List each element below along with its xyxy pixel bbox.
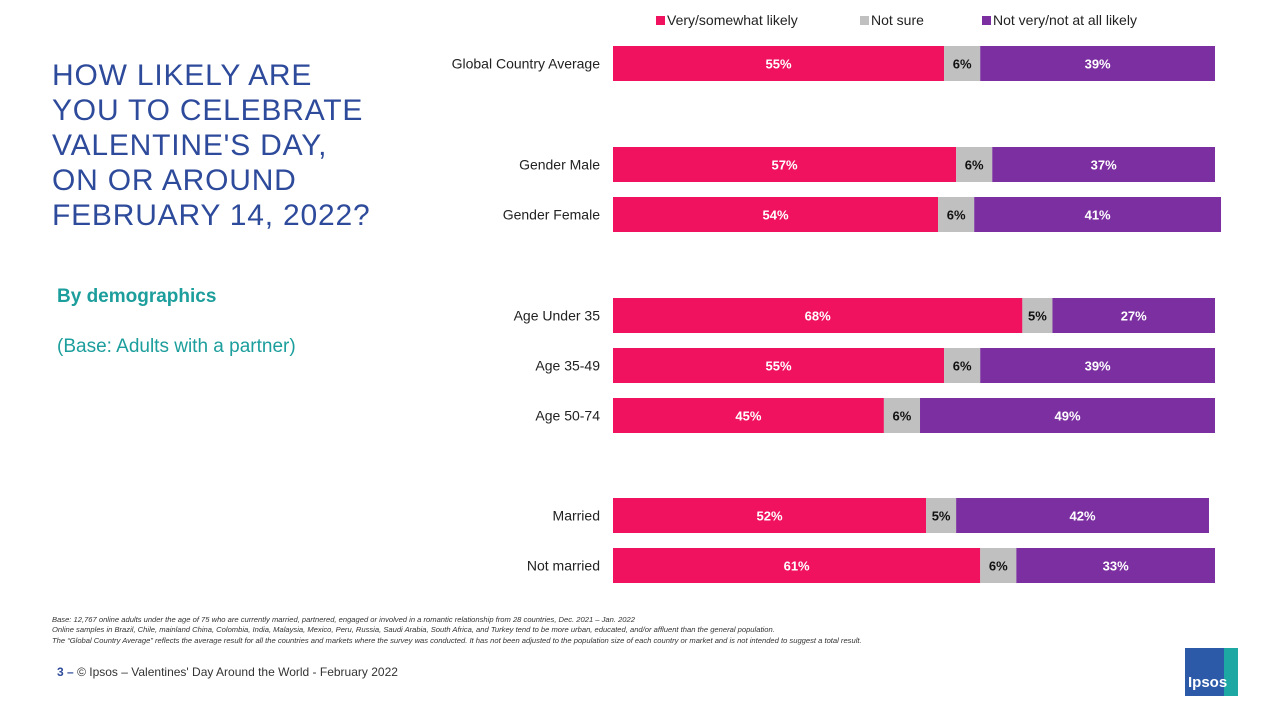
data-label-likely: 55% [766,57,792,72]
ipsos-logo: Ipsos [1185,648,1238,696]
bar-segment-likely [613,498,927,533]
data-label-not-sure: 6% [947,208,966,223]
data-label-likely: 54% [763,208,789,223]
bar-segment-likely [613,398,884,433]
data-label-not-likely: 41% [1085,208,1111,223]
data-label-not-sure: 6% [965,158,984,173]
legend-item-likely: Very/somewhat likely [656,12,798,28]
data-label-not-sure: 6% [989,559,1008,574]
footnote-average: The “Global Country Average” reflects th… [52,635,862,645]
data-label-not-likely: 37% [1091,158,1117,173]
slide-title: HOW LIKELY ARE YOU TO CELEBRATE VALENTIN… [52,59,371,232]
data-label-not-likely: 42% [1070,509,1096,524]
category-label: Gender Male [519,157,600,173]
data-label-not-sure: 6% [893,409,912,424]
base-note: (Base: Adults with a partner) [57,336,296,357]
category-label: Age 35-49 [535,358,600,374]
data-label-likely: 55% [766,359,792,374]
bar-segment-not-sure [944,46,981,81]
data-label-not-likely: 49% [1054,409,1080,424]
legend-swatch-not-sure [860,15,869,25]
bar-segment-likely [613,548,981,583]
stacked-bar-chart: Global Country Average 55% 6% 39% Gender Mal… [452,46,1222,583]
data-label-likely: 68% [805,309,831,324]
legend-swatch-not-likely [982,15,991,25]
data-label-likely: 57% [772,158,798,173]
category-label: Age 50-74 [535,408,600,424]
category-label: Not married [527,558,600,574]
data-label-not-sure: 5% [1028,309,1047,324]
data-label-not-likely: 27% [1121,309,1147,324]
bar-segment-not-likely [956,498,1209,533]
data-label-not-likely: 33% [1103,559,1129,574]
legend-label-not-likely: Not very/not at all likely [993,12,1137,28]
bar-segment-not-sure [926,498,957,533]
bar-segment-likely [613,197,939,232]
bar-segment-not-sure [883,398,921,433]
data-label-likely: 61% [784,559,810,574]
data-label-not-likely: 39% [1085,359,1111,374]
legend-label-likely: Very/somewhat likely [667,12,798,28]
footer-text: © Ipsos – Valentines' Day Around the Wor… [77,665,398,679]
bar-segment-likely [613,348,945,383]
bar-segment-not-likely [980,46,1215,81]
bar-segment-not-likely [1016,548,1215,583]
category-label: Married [553,508,600,524]
category-label: Gender Female [503,207,600,223]
bar-segment-not-sure [944,348,981,383]
data-label-not-sure: 6% [953,359,972,374]
bar-segment-not-sure [1022,298,1053,333]
bar-segment-not-likely [920,398,1215,433]
subtitle: By demographics [57,286,217,307]
data-label-likely: 52% [757,509,783,524]
legend-swatch-likely [656,15,665,25]
logo-text: Ipsos [1188,674,1228,691]
bar-segment-not-likely [974,197,1222,232]
data-label-not-likely: 39% [1085,57,1111,72]
category-label: Age Under 35 [514,308,601,324]
bar-segment-likely [613,298,1023,333]
data-label-not-sure: 5% [932,509,951,524]
footnote-base: Base: 12,767 online adults under the age… [52,615,635,624]
footnote-samples: Online samples in Brazil, Chile, mainlan… [52,625,775,635]
data-label-likely: 45% [735,409,761,424]
bar-segment-likely [613,46,945,81]
bar-segment-not-sure [956,147,993,182]
page-number: 3 [57,665,64,679]
legend-item-not-likely: Not very/not at all likely [982,12,1137,28]
category-label: Global Country Average [452,56,601,72]
footer: 3 – © Ipsos – Valentines' Day Around the… [57,665,398,679]
bar-segment-not-likely [980,348,1215,383]
bar-segment-not-sure [938,197,975,232]
bar-segment-not-sure [980,548,1017,583]
legend-label-not-sure: Not sure [871,12,924,28]
data-label-not-sure: 6% [953,57,972,72]
bar-segment-likely [613,147,957,182]
bar-segment-not-likely [992,147,1215,182]
footnotes: Base: 12,767 online adults under the age… [52,615,1182,646]
bar-segment-not-likely [1052,298,1215,333]
footer-separator: – [67,665,74,679]
logo-accent [1224,648,1238,696]
legend-item-not-sure: Not sure [860,12,924,28]
